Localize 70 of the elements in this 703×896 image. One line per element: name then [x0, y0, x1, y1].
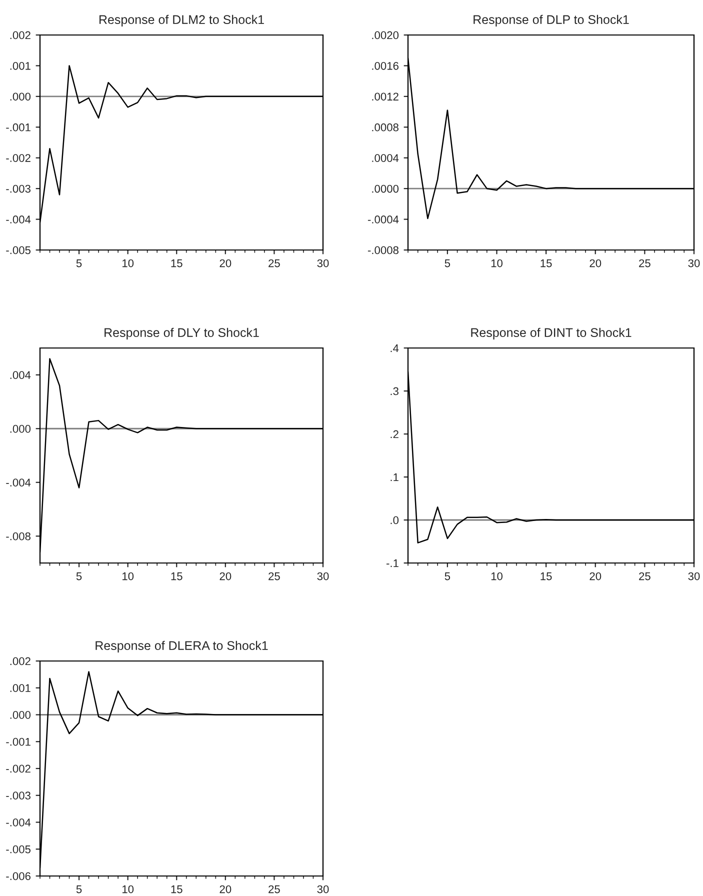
y-tick-label: .3 [390, 387, 398, 396]
x-tick-label: 15 [540, 572, 552, 580]
x-tick-label: 10 [491, 259, 503, 268]
y-tick-label: .2 [390, 430, 398, 438]
y-tick-label: -.008 [6, 532, 30, 540]
x-tick-label: 5 [444, 259, 450, 268]
y-tick-label: -.005 [6, 246, 31, 254]
x-tick-label: 5 [76, 885, 82, 894]
x-tick-label: 10 [122, 259, 134, 268]
x-tick-label: 5 [76, 259, 82, 268]
x-tick-label: 15 [540, 259, 552, 268]
y-tick-label: -.1 [386, 559, 398, 568]
y-tick-label: .002 [10, 657, 30, 666]
x-tick-label: 30 [688, 259, 700, 268]
y-tick-label: .000 [10, 92, 31, 101]
y-tick-label: -.004 [6, 216, 31, 224]
chart-title: Response of DLP to Shock1 [474, 14, 629, 26]
chart-title: Response of DLM2 to Shock1 [100, 14, 264, 26]
x-tick-label: 5 [444, 572, 450, 580]
y-tick-label: .1 [390, 473, 398, 482]
y-tick-label: .0 [390, 516, 399, 524]
y-tick-label: .0000 [372, 184, 399, 193]
x-tick-label: 20 [590, 572, 602, 580]
x-tick-label: 30 [317, 572, 329, 580]
y-tick-label: -.0008 [368, 246, 398, 254]
x-tick-label: 25 [268, 572, 280, 580]
y-tick-label: -.003 [6, 184, 30, 193]
y-tick-label: -.004 [6, 478, 31, 487]
y-tick-label: -.004 [6, 818, 31, 826]
y-tick-label: .000 [10, 711, 31, 719]
y-tick-label: .0004 [372, 154, 399, 162]
y-tick-label: .0008 [372, 123, 398, 132]
x-tick-label: 30 [688, 572, 700, 580]
x-tick-label: 10 [122, 885, 134, 894]
y-tick-label: .002 [10, 31, 30, 40]
chart-title: Response of DLY to Shock1 [104, 328, 259, 340]
y-tick-label: -.001 [6, 123, 30, 132]
y-tick-label: -.006 [6, 872, 30, 880]
x-tick-label: 15 [171, 259, 182, 268]
y-tick-label: -.001 [6, 738, 30, 746]
x-tick-label: 20 [220, 259, 232, 268]
y-tick-label: .0016 [372, 62, 398, 70]
chart-title: Response of DLERA to Shock1 [96, 640, 268, 652]
y-tick-label: .000 [10, 424, 31, 433]
x-tick-label: 15 [171, 572, 182, 580]
y-tick-label: -.002 [6, 764, 30, 773]
x-tick-label: 5 [76, 572, 82, 580]
x-tick-label: 15 [171, 885, 182, 894]
x-tick-label: 10 [122, 572, 134, 580]
y-tick-label: .004 [10, 371, 31, 380]
x-tick-label: 20 [220, 572, 232, 580]
y-tick-label: .0012 [372, 92, 398, 101]
y-tick-label: -.003 [6, 792, 30, 800]
y-tick-label: .001 [10, 62, 30, 70]
y-tick-label: .001 [10, 684, 30, 692]
x-tick-label: 30 [317, 259, 329, 268]
x-tick-label: 25 [268, 259, 280, 268]
x-tick-label: 25 [268, 885, 280, 894]
y-tick-label: -.0004 [368, 216, 399, 224]
y-tick-label: -.002 [6, 154, 30, 162]
x-tick-label: 20 [590, 259, 602, 268]
chart-title: Response of DINT to Shock1 [471, 328, 632, 340]
x-tick-label: 10 [491, 572, 503, 580]
x-tick-label: 30 [317, 885, 329, 894]
x-tick-label: 20 [220, 885, 232, 894]
y-tick-label: -.005 [6, 845, 31, 854]
x-tick-label: 25 [639, 259, 650, 268]
y-tick-label: .0020 [372, 31, 399, 40]
y-tick-label: .4 [390, 344, 399, 352]
x-tick-label: 25 [639, 572, 650, 580]
